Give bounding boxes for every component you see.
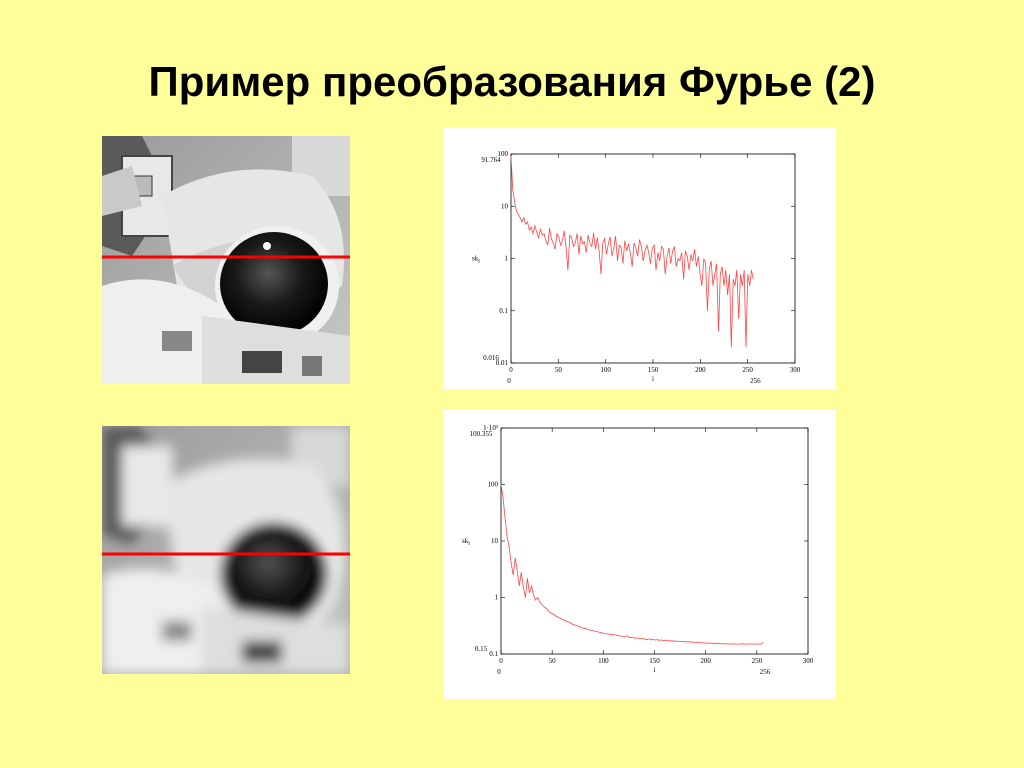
y-tick-label: 0.1 bbox=[489, 650, 498, 658]
spectrum-plot-original: 0 50 100 150 200 250 300 100 10 1 0.1 0.01 i ski 0 256 9… bbox=[443, 128, 836, 389]
y-axis-label-main: sk bbox=[472, 255, 479, 263]
y-tick-label: 1 bbox=[495, 594, 499, 602]
spectrum-plot-blurred: 0 50 100 150 200 250 300 1·10³ 100 10 1 0.1 i ski 0 256… bbox=[443, 410, 836, 699]
astronaut-photo bbox=[102, 136, 350, 384]
y-min-label: 0.016 bbox=[483, 354, 499, 362]
y-axis-label-subscript: i bbox=[478, 259, 480, 265]
x-tick-label: 50 bbox=[555, 366, 563, 374]
x-axis-label: i bbox=[652, 375, 654, 383]
y-tick-label: 10 bbox=[501, 202, 509, 210]
spectrum-series-line bbox=[510, 155, 754, 348]
spectrum-series-line bbox=[500, 484, 764, 645]
x-tick-label: 250 bbox=[752, 657, 763, 665]
x-tick-label: 200 bbox=[695, 366, 706, 374]
y-tick-label: 0.1 bbox=[499, 307, 508, 315]
plot-frame bbox=[510, 153, 796, 364]
x-tick-label: 300 bbox=[803, 657, 814, 665]
y-axis-label: ski bbox=[462, 537, 470, 547]
y-tick-label: 100 bbox=[498, 150, 509, 158]
y-max-label: 91.764 bbox=[481, 156, 501, 164]
x-tick-label: 150 bbox=[648, 366, 659, 374]
x-max-label: 256 bbox=[760, 668, 771, 676]
y-tick-label: 10 bbox=[491, 537, 499, 545]
slide-title: Пример преобразования Фурье (2) bbox=[148, 58, 876, 105]
y-tick-label: 100 bbox=[488, 481, 499, 489]
x-tick-label: 50 bbox=[549, 657, 557, 665]
astronaut-photo-blurred bbox=[102, 426, 350, 674]
x-max-label: 256 bbox=[750, 377, 761, 385]
y-max-label: 100.355 bbox=[470, 430, 493, 438]
y-tick-label: 1·10³ bbox=[483, 424, 498, 432]
plot-frame bbox=[500, 427, 809, 655]
x-axis-label: i bbox=[654, 666, 656, 674]
x-tick-label: 100 bbox=[600, 366, 611, 374]
x-tick-label: 200 bbox=[700, 657, 711, 665]
y-axis-label: ski bbox=[472, 255, 480, 265]
x-tick-label: 0 bbox=[509, 366, 513, 374]
y-axis-label-main: sk bbox=[462, 537, 469, 545]
x-min-label: 0 bbox=[497, 668, 501, 676]
x-tick-label: 250 bbox=[742, 366, 753, 374]
y-tick-label: 1 bbox=[505, 255, 509, 263]
y-tick-label: 0.01 bbox=[496, 359, 509, 367]
x-tick-label: 0 bbox=[499, 657, 503, 665]
y-axis-label-subscript: i bbox=[468, 541, 470, 547]
x-tick-label: 100 bbox=[598, 657, 609, 665]
x-tick-label: 150 bbox=[649, 657, 660, 665]
x-min-label: 0 bbox=[507, 377, 511, 385]
y-min-label: 0.15 bbox=[475, 645, 488, 653]
x-tick-label: 300 bbox=[790, 366, 801, 374]
